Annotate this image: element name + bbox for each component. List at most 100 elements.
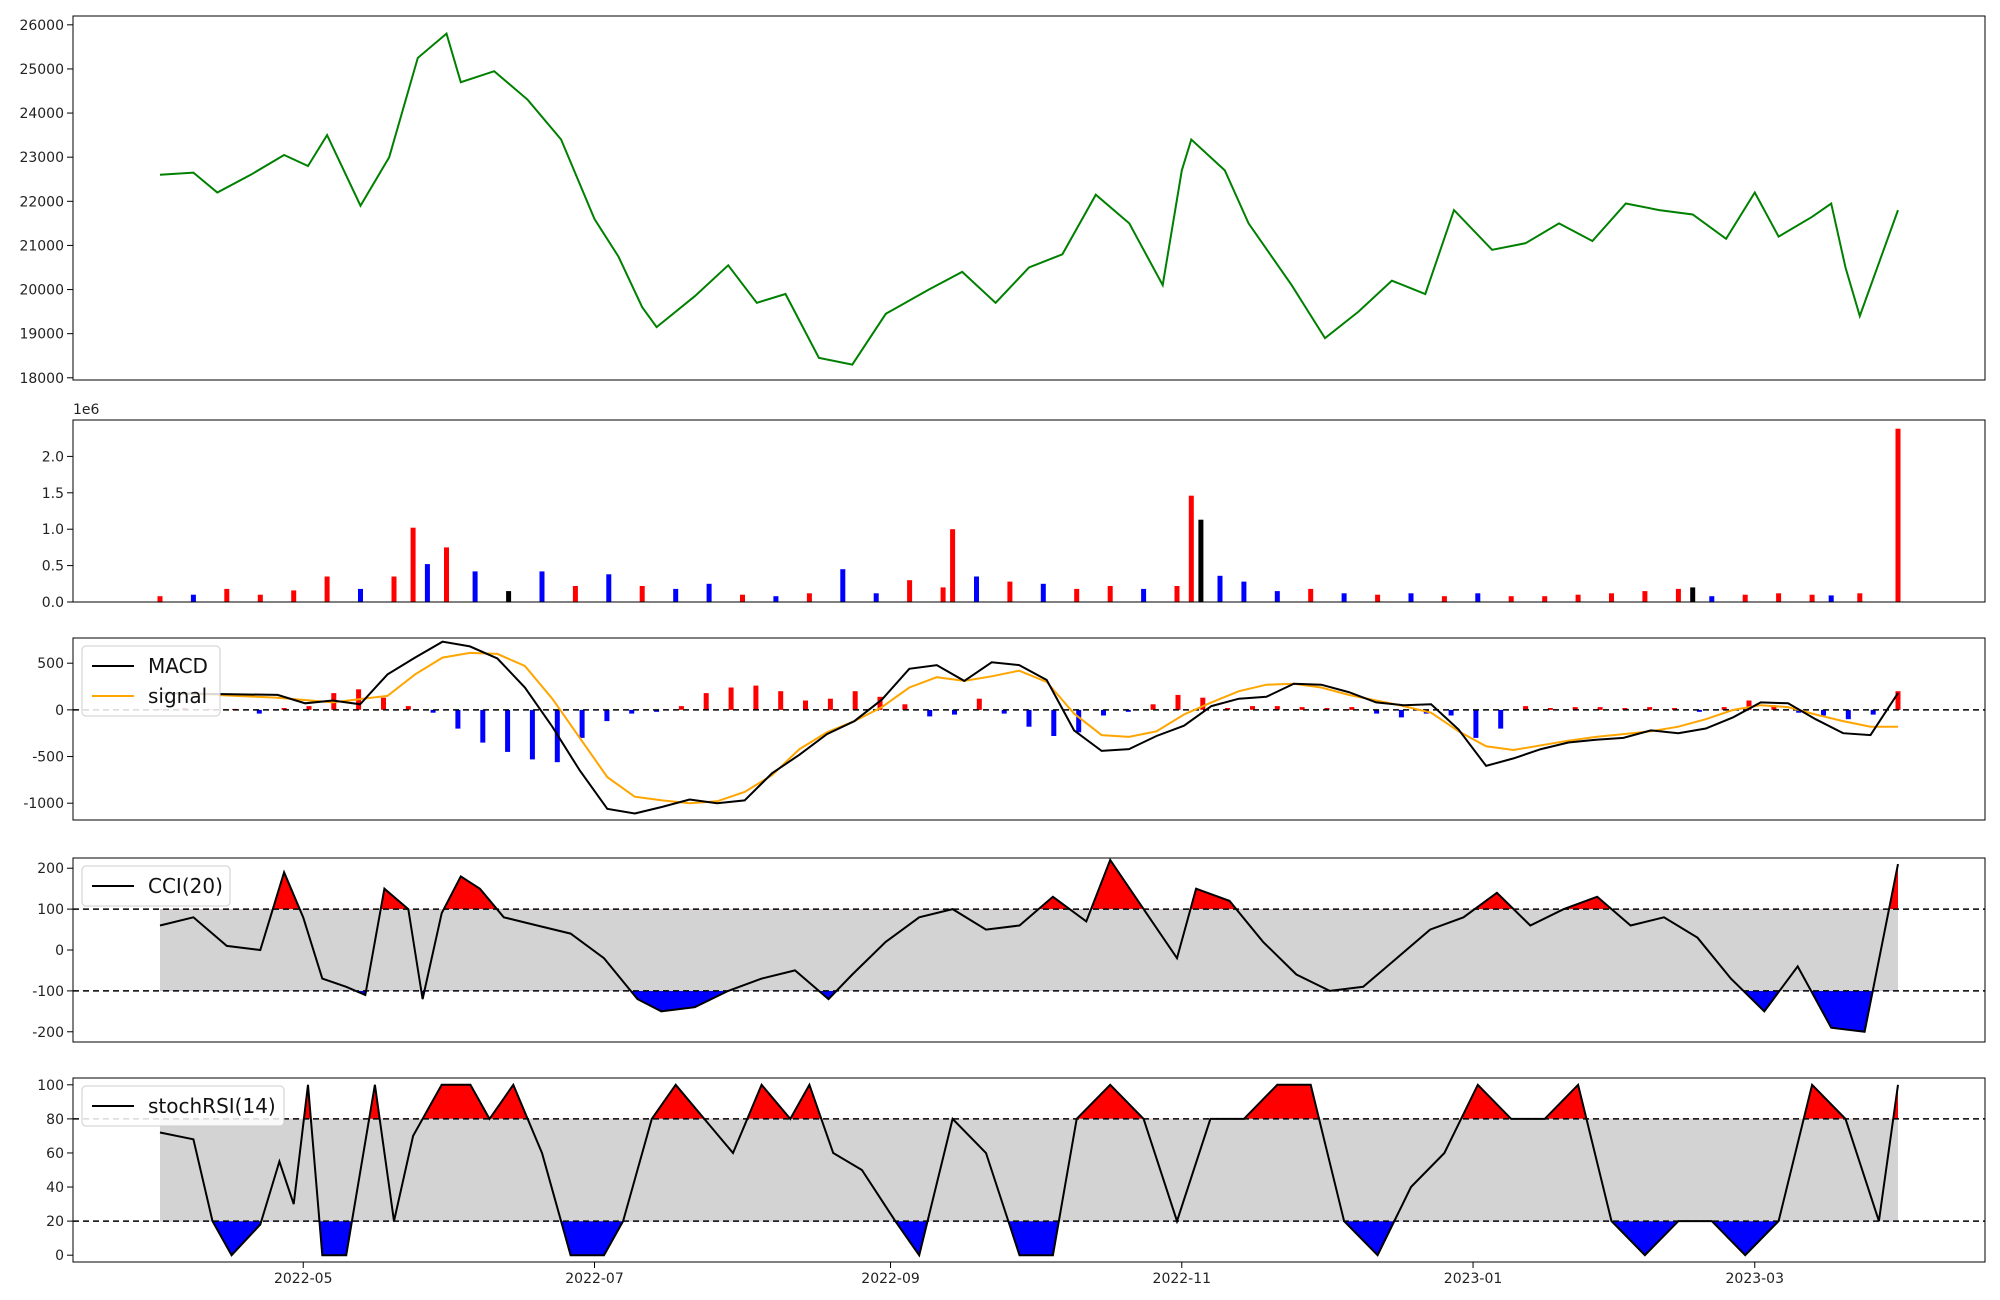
macd-histogram-bar [1771, 705, 1777, 710]
macd-histogram-bar [827, 698, 833, 710]
macd-histogram-bar [1523, 706, 1529, 710]
macd-histogram-bar [1870, 709, 1876, 715]
y-tick-label: 1.0 [42, 522, 64, 538]
macd-histogram-bar [1250, 706, 1255, 710]
volume-bar [472, 571, 478, 602]
macd-histogram-bar [381, 697, 386, 710]
volume-bar [639, 586, 645, 602]
y-tick-label: 0 [55, 703, 64, 719]
macd-histogram-bar [703, 693, 709, 710]
macd-histogram-bar [1547, 708, 1553, 710]
macd-histogram-bar [728, 687, 734, 710]
volume-bar [1776, 593, 1782, 602]
macd-histogram-bar [1672, 708, 1677, 710]
volume-bar [907, 580, 913, 602]
macd-histogram-bar [1498, 709, 1504, 729]
volume-bar [424, 564, 430, 602]
macd-histogram-bar [1572, 707, 1578, 710]
volume-bar [190, 594, 196, 602]
y-tick-label: 0 [55, 1248, 64, 1264]
macd-histogram-bar [1026, 709, 1032, 727]
volume-bar [1408, 593, 1414, 602]
macd-histogram-bar [902, 704, 908, 710]
volume-bar [1542, 596, 1548, 602]
macd-histogram-bar [1200, 697, 1206, 710]
volume-bar [444, 547, 449, 602]
y-tick-label: 200 [37, 861, 64, 877]
volume-bar [539, 571, 545, 602]
cci-panel-frame [72, 857, 1986, 1043]
volume-bar [1274, 591, 1280, 602]
y-tick-label: -1000 [23, 796, 64, 812]
y-tick-label: 0.5 [42, 559, 64, 575]
volume-bar [806, 593, 812, 602]
volume-bar [1742, 594, 1748, 602]
x-tick-label: 2022-05 [274, 1271, 333, 1287]
volume-bar [1040, 583, 1046, 602]
macd-histogram-bar [281, 708, 287, 710]
volume-bar [1609, 593, 1614, 602]
volume-bar [1575, 594, 1581, 602]
price-panel: 18000 19000 20000 21000 22000 23000 24000 25000… [19, 15, 1986, 387]
volume-bar [1217, 575, 1223, 602]
macd-histogram-bar [1324, 708, 1330, 710]
macd-histogram-bar [952, 709, 957, 715]
macd-histogram-bar [1349, 707, 1355, 710]
stochrsi-overbought-fill [303, 1084, 1898, 1119]
y-tick-label: -100 [32, 984, 64, 1000]
macd-histogram-bar [852, 691, 858, 710]
volume-bar [974, 576, 979, 602]
y-tick-label: 80 [46, 1112, 64, 1128]
stochrsi-legend-label: stochRSI(14) [148, 1094, 276, 1118]
stochrsi-legend: stochRSI(14) [81, 1085, 285, 1127]
macd-histogram-bar [430, 709, 436, 713]
y-tick-label: -500 [32, 750, 64, 766]
volume-bar [506, 591, 512, 602]
volume-panel: 0.0 0.5 1.0 1.5 2.0 1e6 [42, 402, 1986, 611]
y-tick-label: 18000 [19, 371, 64, 387]
macd-histogram-bar [505, 709, 511, 752]
volume-bar [1690, 587, 1696, 602]
macd-panel: 500 0 -500 -1000 MACD signal [23, 637, 1986, 821]
macd-histogram-bar [1225, 708, 1231, 710]
volume-bar [1441, 596, 1447, 602]
y-tick-label: 21000 [19, 238, 64, 254]
volume-bar [1475, 593, 1481, 602]
volume-bar [1375, 594, 1381, 602]
x-tick-label: 2022-11 [1153, 1271, 1212, 1287]
volume-bar [840, 569, 846, 602]
volume-bar [1895, 428, 1901, 602]
volume-bar [673, 588, 679, 602]
macd-histogram-bar [1721, 707, 1727, 710]
volume-bar [1709, 596, 1715, 602]
cci-legend-box [81, 865, 231, 907]
volume-bar [572, 586, 578, 602]
y-tick-label: 2.0 [42, 449, 64, 465]
macd-line [159, 640, 1899, 815]
volume-bar [1241, 581, 1247, 602]
macd-histogram-bar [753, 685, 759, 710]
y-tick-label: -200 [32, 1025, 64, 1041]
price-line [159, 31, 1899, 366]
volume-bar [1198, 519, 1204, 602]
macd-histogram-bar [1622, 708, 1628, 710]
volume-bar [291, 590, 297, 602]
macd-histogram-bar [629, 709, 635, 714]
y-tick-label: 0 [55, 943, 64, 959]
volume-bar [1007, 581, 1013, 602]
volume-bar [1642, 591, 1648, 602]
x-axis: 2022-05 2022-07 2022-09 2022-11 2023-01 2023-… [274, 1262, 1784, 1287]
volume-bar [410, 527, 416, 602]
macd-histogram-bar [927, 709, 933, 717]
macd-histogram-bar [678, 706, 684, 710]
volume-bar [1508, 596, 1514, 602]
volume-bar [1174, 586, 1180, 602]
cci-line [159, 857, 1899, 1033]
macd-legend-box [81, 645, 221, 717]
macd-histogram-bar [455, 709, 461, 729]
x-tick-label: 2023-01 [1444, 1271, 1503, 1287]
macd-histogram-bar [1076, 709, 1082, 733]
volume-bar [1857, 593, 1863, 602]
y-tick-label: 500 [37, 656, 64, 672]
volume-bar [358, 588, 363, 602]
